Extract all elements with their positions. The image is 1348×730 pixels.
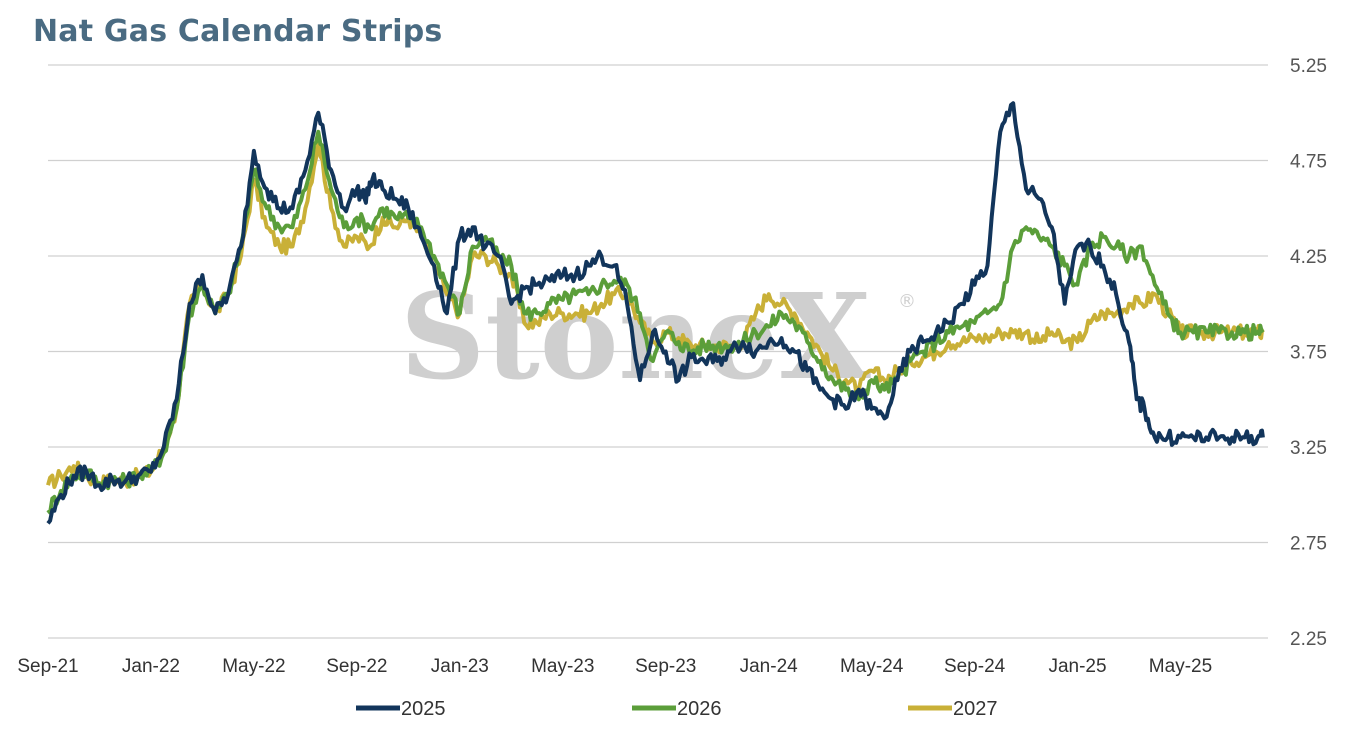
watermark: StoneX (400, 267, 871, 406)
series-line-2025 (46, 101, 1265, 525)
series-lines (46, 101, 1265, 525)
x-axis-ticks: Sep-21 Jan-22 May-22 Sep-22 Jan-23 May-23 Sep-… (17, 656, 1212, 677)
y-tick-label: 2.75 (1290, 534, 1327, 555)
x-tick-label: Jan-22 (122, 656, 180, 677)
x-tick-label: Sep-24 (944, 656, 1006, 677)
legend-label: 2026 (677, 698, 722, 720)
chart-title: Nat Gas Calendar Strips (33, 14, 443, 49)
x-tick-label: Jan-23 (431, 656, 489, 677)
x-tick-label: May-22 (222, 656, 285, 677)
x-tick-label: Sep-22 (326, 656, 387, 677)
legend-label: 2027 (953, 698, 998, 720)
y-axis-ticks: 5.25 4.75 4.25 3.75 3.25 2.75 2.25 (1290, 56, 1327, 650)
x-tick-label: May-24 (840, 656, 904, 677)
x-tick-label: Sep-23 (635, 656, 696, 677)
x-tick-label: Jan-25 (1048, 656, 1106, 677)
y-tick-label: 4.75 (1290, 152, 1327, 173)
y-tick-label: 5.25 (1290, 56, 1327, 77)
x-tick-label: May-25 (1149, 656, 1212, 677)
watermark-mark: ® (898, 291, 916, 312)
x-tick-label: Jan-24 (740, 656, 799, 677)
y-tick-label: 3.25 (1290, 438, 1327, 459)
legend-label: 2025 (401, 698, 446, 720)
y-tick-label: 4.25 (1290, 247, 1327, 268)
x-tick-label: Sep-21 (17, 656, 78, 677)
y-tick-label: 2.25 (1290, 629, 1327, 650)
y-tick-label: 3.75 (1290, 343, 1327, 364)
x-tick-label: May-23 (531, 656, 594, 677)
legend: 2025 2026 2027 (356, 698, 998, 720)
